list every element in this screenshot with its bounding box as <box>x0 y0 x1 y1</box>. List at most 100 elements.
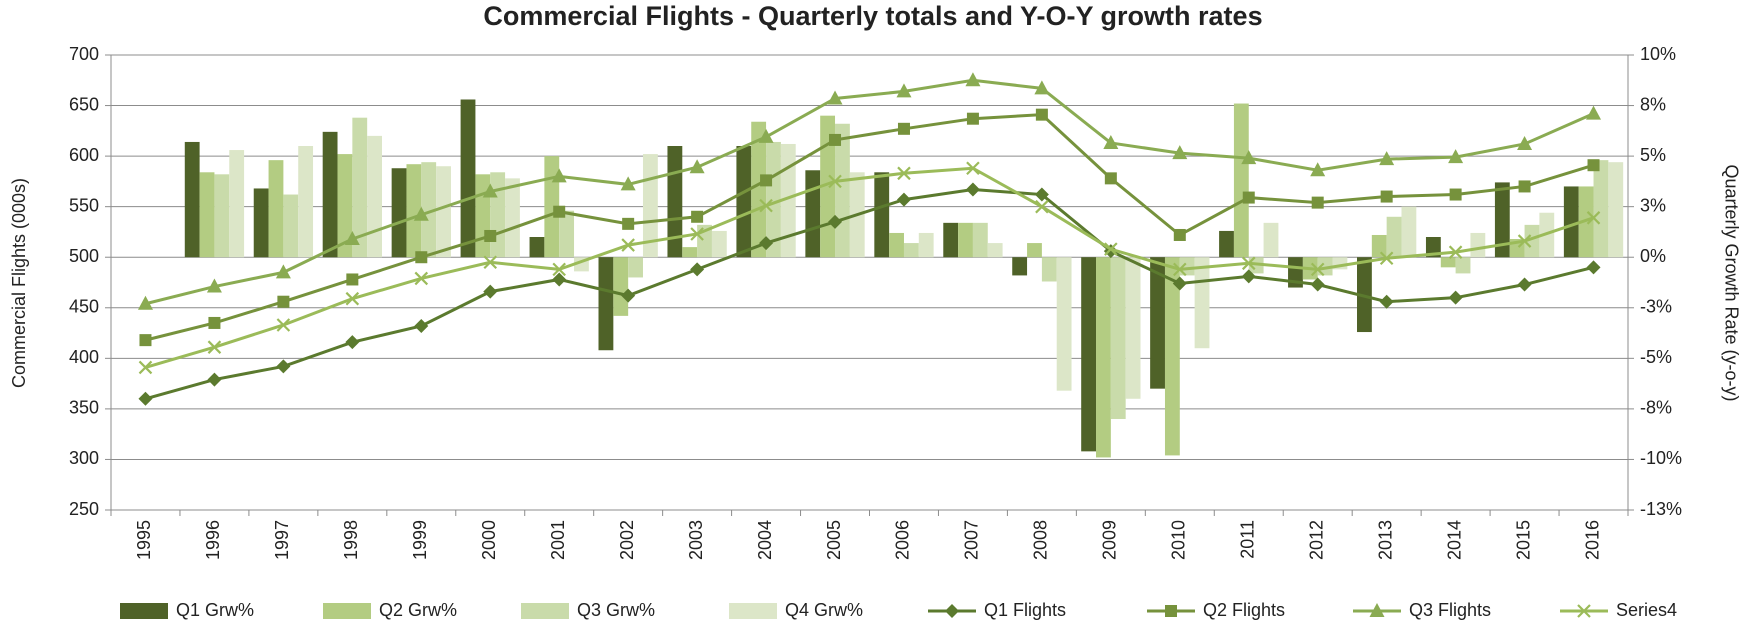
y-tick-label: 600 <box>69 145 99 165</box>
marker <box>1518 180 1531 193</box>
bar <box>352 117 368 258</box>
marker <box>483 255 498 270</box>
bar <box>1263 222 1279 258</box>
marker <box>139 334 152 347</box>
y-tick-label: 450 <box>69 297 99 317</box>
legend-marker <box>1369 603 1385 617</box>
y-tick-label: 550 <box>69 195 99 215</box>
marker <box>1241 150 1257 165</box>
marker <box>897 166 911 181</box>
x-tick-label: 2010 <box>1169 520 1189 560</box>
marker <box>690 227 704 241</box>
bar <box>1425 237 1441 258</box>
marker <box>206 278 222 293</box>
legend-label: Q2 Flights <box>1203 600 1285 620</box>
marker <box>552 262 566 277</box>
bar <box>1455 257 1471 274</box>
marker <box>760 174 773 187</box>
marker <box>1448 149 1464 164</box>
marker <box>1379 151 1395 166</box>
marker <box>1517 277 1532 292</box>
legend-marker <box>945 604 959 618</box>
marker <box>276 318 291 332</box>
marker <box>552 272 567 287</box>
x-tick-label: 2016 <box>1582 520 1602 560</box>
legend-marker <box>1165 605 1177 617</box>
marker <box>827 90 843 105</box>
marker <box>690 262 705 277</box>
marker <box>414 271 429 286</box>
marker <box>1104 242 1118 256</box>
bar <box>391 168 407 258</box>
bar <box>184 141 200 258</box>
y-tick-label: 650 <box>69 94 99 114</box>
bar <box>711 230 727 258</box>
marker <box>1310 277 1325 292</box>
marker <box>1517 234 1532 248</box>
legend-item: Q2 Grw% <box>323 600 457 620</box>
marker <box>345 291 360 306</box>
marker <box>1172 276 1187 291</box>
bar <box>1608 162 1624 258</box>
marker <box>1173 262 1187 277</box>
marker <box>1035 199 1049 214</box>
x-tick-label: 2012 <box>1306 520 1326 560</box>
bar <box>805 170 821 258</box>
x-tick-label: 2000 <box>479 520 499 560</box>
bar <box>268 160 284 258</box>
marker <box>1449 188 1462 201</box>
y2-tick-label: -3% <box>1640 297 1672 317</box>
bar <box>667 146 683 258</box>
marker <box>414 318 429 333</box>
x-tick-label: 1997 <box>272 520 292 560</box>
bar <box>613 257 629 316</box>
y2-tick-label: -5% <box>1640 347 1672 367</box>
bar <box>1150 257 1165 389</box>
bar <box>253 188 269 258</box>
legend-label: Q3 Grw% <box>577 600 655 620</box>
marker <box>621 288 636 303</box>
bar <box>1125 257 1141 399</box>
marker <box>1241 256 1256 271</box>
legend-item: Q1 Grw% <box>120 600 254 620</box>
marker <box>483 284 498 299</box>
marker <box>413 206 429 221</box>
marker <box>277 295 290 308</box>
bar <box>1219 230 1234 258</box>
x-tick-label: 2014 <box>1444 520 1464 560</box>
line <box>145 78 1595 306</box>
marker <box>553 205 566 218</box>
x-tick-label: 2005 <box>824 520 844 560</box>
marker <box>1379 294 1394 309</box>
bar <box>1593 160 1609 258</box>
marker <box>1035 108 1048 121</box>
bar <box>1470 232 1486 258</box>
y-tick-label: 300 <box>69 448 99 468</box>
y2-tick-label: 5% <box>1640 145 1666 165</box>
line <box>145 187 1594 401</box>
bar <box>559 210 575 258</box>
marker <box>896 192 911 207</box>
marker <box>346 273 359 286</box>
bar <box>490 172 506 258</box>
x-tick-label: 2001 <box>548 520 568 560</box>
legend-item: Series4 <box>1560 600 1677 620</box>
bar <box>1563 186 1579 258</box>
marker <box>137 295 153 310</box>
legend-item: Q1 Flights <box>928 600 1066 620</box>
legend-item: Q2 Flights <box>1147 600 1285 620</box>
marker <box>1586 211 1601 225</box>
y-tick-label: 500 <box>69 246 99 266</box>
marker <box>1310 162 1326 177</box>
legend-item: Q4 Grw% <box>729 600 863 620</box>
marker <box>1517 135 1533 150</box>
marker <box>965 182 980 197</box>
x-tick-label: 2008 <box>1031 520 1051 560</box>
legend-label: Q4 Grw% <box>785 600 863 620</box>
bar <box>918 232 934 258</box>
marker <box>1448 245 1463 259</box>
y-tick-label: 400 <box>69 347 99 367</box>
bar <box>1233 103 1249 258</box>
line <box>145 113 1594 342</box>
